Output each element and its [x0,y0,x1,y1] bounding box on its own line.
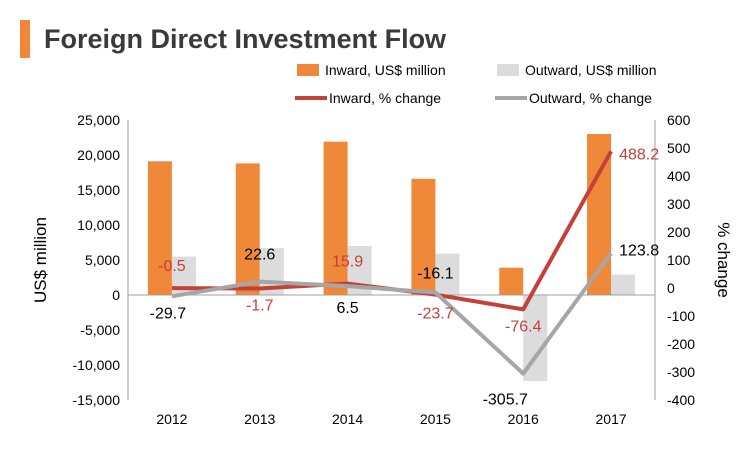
outward-change-label-2017: 123.8 [619,242,659,259]
left-axis-tick-label: 5,000 [85,252,120,268]
right-axis-tick-label: 600 [667,112,691,128]
outward-change-label-2015: -16.1 [417,266,454,283]
outward-change-label-2014: 6.5 [336,300,358,317]
right-axis-tick-label: -200 [667,336,695,352]
legend-label-2: Inward, % change [329,90,441,106]
left-axis-tick-label: -10,000 [73,357,121,373]
left-axis-tick-label: 25,000 [77,112,120,128]
inward-change-label-2016: -76.4 [505,318,542,335]
page-title: Foreign Direct Investment Flow [44,24,447,54]
inward-bar-2013 [235,163,260,295]
right-axis-tick-label: 500 [667,140,691,156]
legend-swatch-1 [497,64,519,76]
right-axis-tick-label: -300 [667,364,695,380]
category-label-2016: 2016 [508,411,539,427]
category-label-2012: 2012 [156,411,187,427]
outward-bar-2017 [611,274,636,295]
category-label-2017: 2017 [596,411,627,427]
left-axis-tick-label: 10,000 [77,217,120,233]
outward-change-label-2013: 22.6 [244,247,275,264]
right-axis-tick-label: 200 [667,224,691,240]
right-axis-tick-label: -100 [667,308,695,324]
left-axis-tick-label: 20,000 [77,147,120,163]
inward-bar-2015 [411,178,436,295]
title-accent-bar [20,20,30,58]
inward-change-label-2015: -23.7 [417,306,454,323]
inward-change-label-2013: -1.7 [246,297,274,314]
legend-label-0: Inward, US$ million [325,62,446,78]
legend-swatch-0 [297,64,319,76]
left-axis-title: US$ million [31,217,50,303]
right-axis-tick-label: 400 [667,168,691,184]
left-axis-tick-label: -15,000 [73,392,121,408]
inward-change-label-2017: 488.2 [619,146,659,163]
inward-bar-2016 [499,267,524,295]
category-label-2015: 2015 [420,411,451,427]
outward-bar-2015 [435,253,460,295]
category-label-2014: 2014 [332,411,363,427]
left-axis-tick-label: 15,000 [77,182,120,198]
inward-change-label-2014: 15.9 [332,254,363,271]
outward-change-line [171,252,613,376]
right-axis-tick-label: 300 [667,196,691,212]
right-axis-tick-label: 0 [667,280,675,296]
right-axis-title: % change [714,222,733,298]
inward-bar-2014 [323,141,348,295]
left-axis-tick-label: -5,000 [80,322,120,338]
inward-bar-2012 [147,161,172,295]
right-axis-tick-label: -400 [667,392,695,408]
outward-change-label-2016: -305.7 [483,392,528,409]
right-axis-tick-label: 100 [667,252,691,268]
left-axis-tick-label: 0 [112,287,120,303]
inward-change-label-2012: -0.5 [158,258,186,275]
outward-change-label-2012: -29.7 [150,305,187,322]
legend-label-3: Outward, % change [529,90,652,106]
legend-label-1: Outward, US$ million [525,62,657,78]
category-label-2013: 2013 [244,411,275,427]
